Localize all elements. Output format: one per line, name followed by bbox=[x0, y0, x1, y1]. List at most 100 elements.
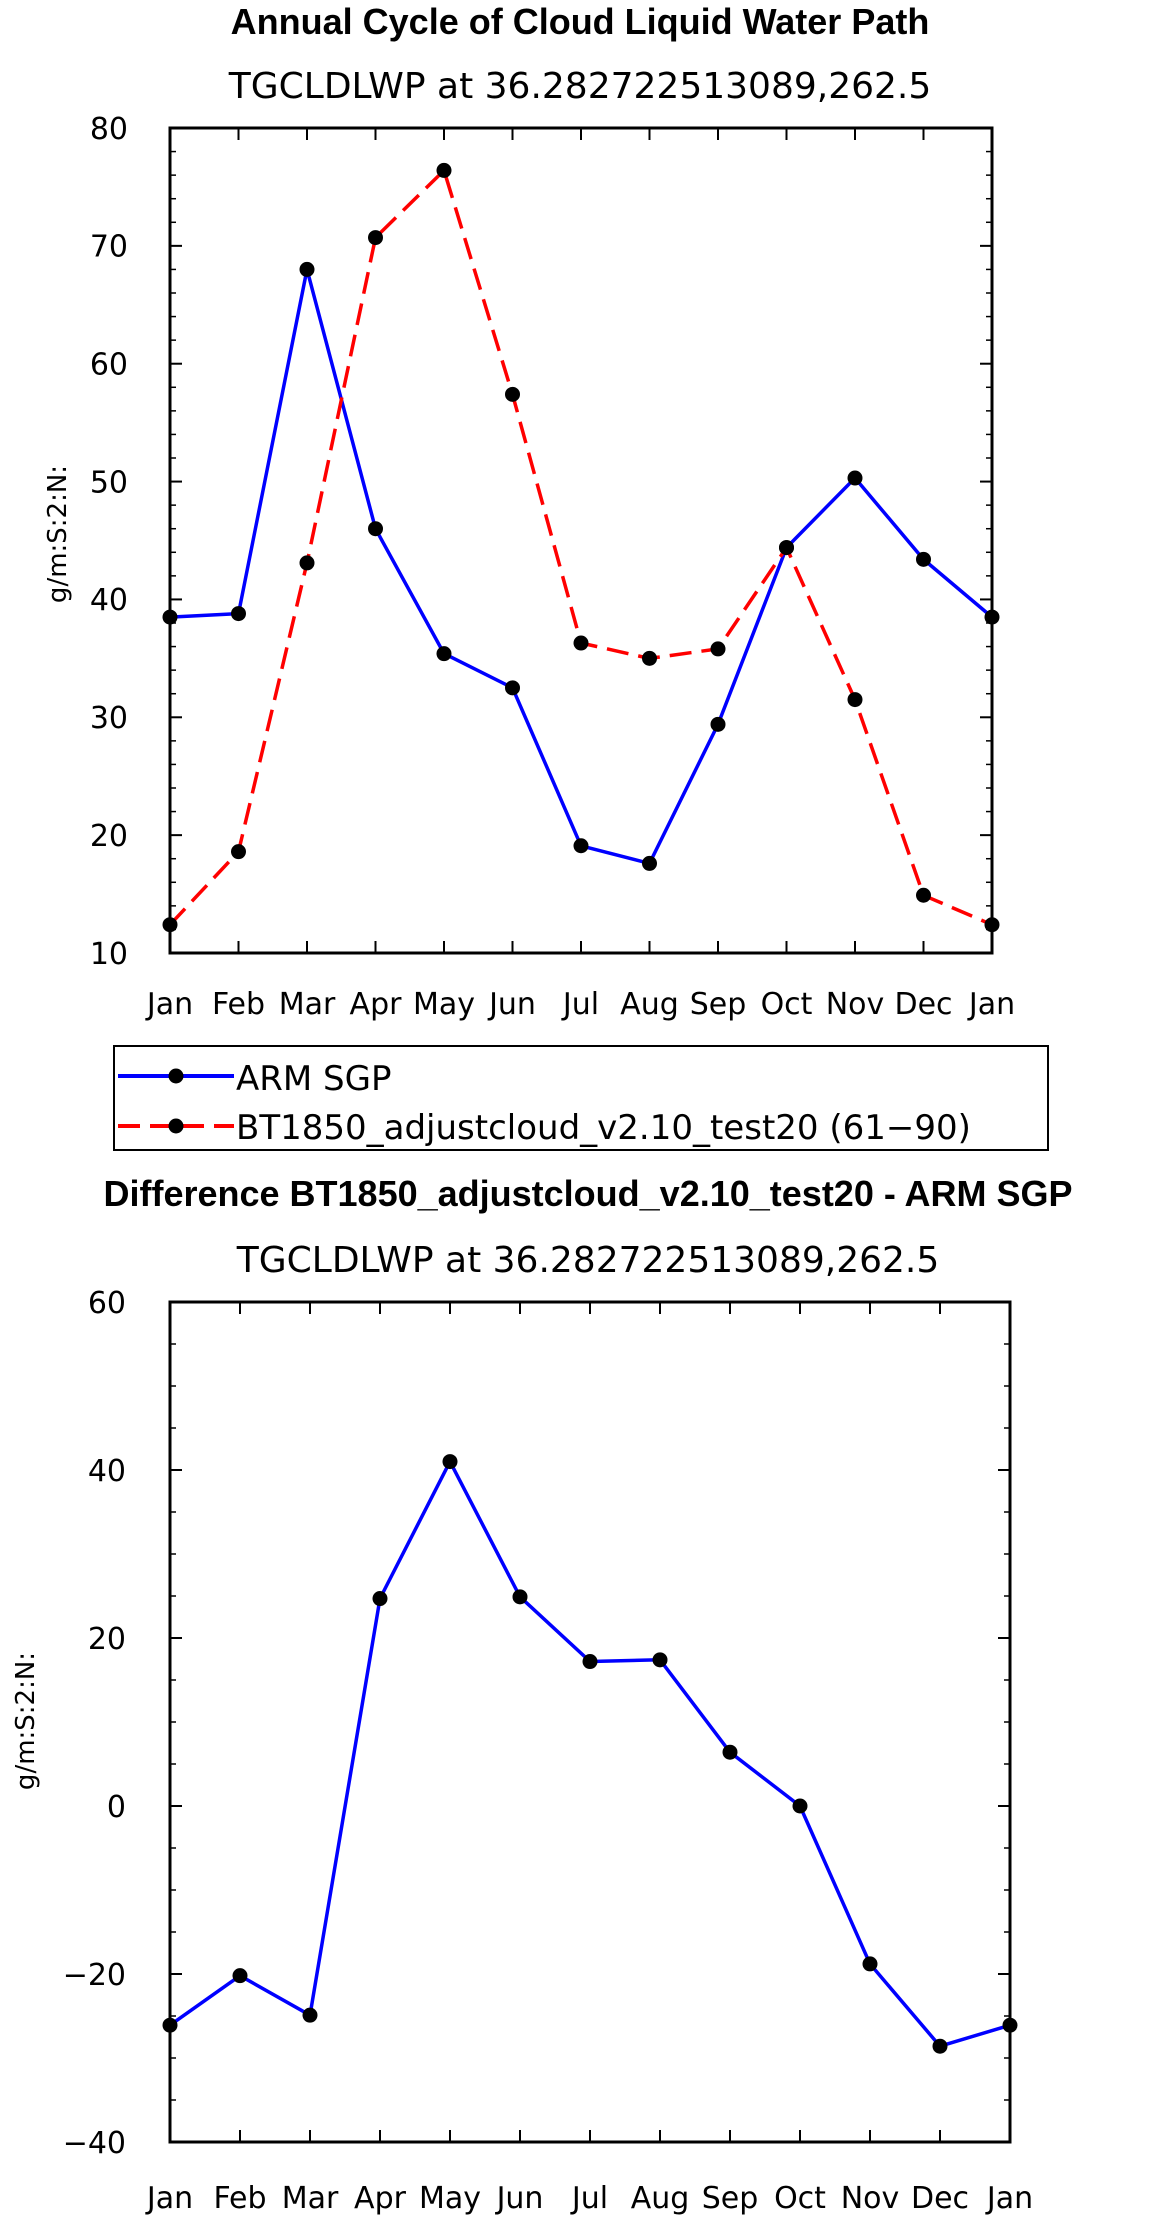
x-tick-label: Jun bbox=[495, 2181, 544, 2216]
y-tick-label: 10 bbox=[90, 937, 128, 972]
data-point bbox=[299, 261, 315, 277]
data-point bbox=[916, 887, 931, 903]
chart2-ticks bbox=[169, 1301, 1011, 2143]
y-tick-label: 30 bbox=[90, 701, 128, 736]
x-tick-label: Nov bbox=[826, 987, 885, 1022]
data-point bbox=[505, 386, 520, 402]
data-point bbox=[722, 1744, 738, 1760]
data-point bbox=[436, 646, 452, 662]
x-tick-label: Oct bbox=[761, 987, 813, 1022]
chart1-title: Annual Cycle of Cloud Liquid Water Path bbox=[231, 1, 930, 42]
y-tick-label: 60 bbox=[90, 348, 128, 383]
x-tick-label: Feb bbox=[212, 987, 265, 1022]
x-tick-label: May bbox=[419, 2181, 481, 2216]
data-point bbox=[847, 692, 863, 708]
y-tick-label: 80 bbox=[90, 112, 128, 147]
legend-marker-bt1850 bbox=[168, 1118, 184, 1134]
chart2-series bbox=[162, 1454, 1018, 2054]
series-line-0 bbox=[169, 267, 994, 866]
legend-frame bbox=[113, 1045, 1049, 1151]
series-line-0 bbox=[168, 1459, 1011, 2048]
data-point bbox=[916, 551, 931, 567]
data-point bbox=[642, 650, 657, 666]
x-tick-label: May bbox=[413, 987, 475, 1022]
series-line-1 bbox=[168, 168, 993, 927]
chart1-subtitle: TGCLDLWP at 36.282722513089,262.5 bbox=[228, 66, 932, 107]
legend-label-bt1850: BT1850_adjustcloud_v2.10_test20 (61−90) bbox=[236, 1108, 971, 1148]
x-tick-label: Aug bbox=[631, 2181, 690, 2216]
x-tick-label: Feb bbox=[213, 2181, 266, 2216]
x-tick-label: Oct bbox=[774, 2181, 826, 2216]
x-tick-label: Jun bbox=[487, 987, 536, 1022]
data-point bbox=[779, 540, 794, 556]
x-tick-label: Jan bbox=[985, 2181, 1033, 2216]
data-point bbox=[368, 521, 383, 537]
data-point bbox=[573, 635, 589, 651]
x-tick-label: Nov bbox=[841, 2181, 900, 2216]
chart1-ylabel: g/m:S:2:N: bbox=[43, 465, 73, 603]
difference-chart: Difference BT1850_adjustcloud_v2.10_test… bbox=[11, 1173, 1073, 2216]
data-point bbox=[231, 844, 246, 860]
x-tick-label: Dec bbox=[894, 987, 952, 1022]
y-tick-label: 20 bbox=[90, 819, 128, 854]
data-point bbox=[582, 1654, 598, 1670]
x-tick-label: Apr bbox=[350, 987, 403, 1022]
x-tick-label: Jan bbox=[145, 2181, 193, 2216]
data-point bbox=[436, 162, 452, 178]
x-tick-label: Aug bbox=[620, 987, 679, 1022]
data-point bbox=[862, 1956, 878, 1972]
x-tick-label: Jul bbox=[570, 2181, 608, 2216]
x-tick-label: Jan bbox=[145, 987, 193, 1022]
chart2-title: Difference BT1850_adjustcloud_v2.10_test… bbox=[103, 1173, 1072, 1214]
data-point bbox=[710, 716, 726, 732]
chart1-series bbox=[162, 162, 1000, 933]
x-tick-label: Apr bbox=[354, 2181, 407, 2216]
x-tick-label: Mar bbox=[282, 2181, 339, 2216]
chart1-x-tick-labels: Jan Feb Mar Apr May Jun Jul Aug Sep Oct Nov Dec Jan bbox=[145, 987, 1015, 1022]
chart1-ticks bbox=[169, 127, 993, 954]
data-point bbox=[792, 1798, 808, 1814]
data-point bbox=[512, 1589, 528, 1605]
data-point bbox=[372, 1591, 388, 1607]
cloud-water-path-chart: Annual Cycle of Cloud Liquid Water Path … bbox=[43, 1, 1015, 1022]
data-point bbox=[231, 606, 246, 622]
x-tick-label: Sep bbox=[702, 2181, 759, 2216]
chart1-plot-frame bbox=[168, 126, 994, 955]
chart1-legend: ARM SGP BT1850_adjustcloud_v2.10_test20 … bbox=[113, 1045, 1049, 1151]
x-tick-label: Mar bbox=[279, 987, 336, 1022]
y-tick-label: −20 bbox=[63, 1958, 126, 1993]
x-tick-label: Jul bbox=[561, 987, 599, 1022]
x-tick-label: Sep bbox=[690, 987, 747, 1022]
chart2-y-tick-labels: −40 −20 0 20 40 60 bbox=[63, 1286, 126, 2161]
y-tick-label: 20 bbox=[88, 1622, 126, 1657]
legend-label-arm-sgp: ARM SGP bbox=[236, 1059, 391, 1099]
chart2-ylabel: g/m:S:2:N: bbox=[11, 1652, 41, 1790]
data-point bbox=[652, 1652, 668, 1668]
y-tick-label: 60 bbox=[88, 1286, 126, 1321]
y-tick-label: 50 bbox=[90, 465, 128, 500]
chart1-y-tick-labels: 10 20 30 40 50 60 70 80 bbox=[90, 112, 128, 972]
data-point bbox=[442, 1454, 458, 1470]
data-point bbox=[710, 641, 726, 657]
data-point bbox=[847, 470, 863, 486]
chart2-subtitle: TGCLDLWP at 36.282722513089,262.5 bbox=[236, 1240, 940, 1281]
chart2-plot-frame bbox=[168, 1300, 1012, 2144]
x-tick-label: Dec bbox=[911, 2181, 969, 2216]
data-point bbox=[642, 855, 657, 871]
legend-marker-arm-sgp bbox=[168, 1068, 184, 1084]
data-point bbox=[932, 2038, 948, 2054]
y-tick-label: 40 bbox=[90, 583, 128, 618]
data-point bbox=[302, 2007, 318, 2023]
x-tick-label: Jan bbox=[967, 987, 1015, 1022]
y-tick-label: 0 bbox=[107, 1790, 126, 1825]
y-tick-label: −40 bbox=[63, 2126, 126, 2161]
y-tick-label: 70 bbox=[90, 230, 128, 265]
data-point bbox=[232, 1968, 248, 1984]
y-tick-label: 40 bbox=[88, 1454, 126, 1489]
data-point bbox=[299, 555, 315, 571]
chart2-x-tick-labels: Jan Feb Mar Apr May Jun Jul Aug Sep Oct Nov Dec Jan bbox=[145, 2181, 1033, 2216]
data-point bbox=[573, 838, 589, 854]
data-point bbox=[505, 680, 520, 696]
data-point bbox=[368, 230, 383, 246]
